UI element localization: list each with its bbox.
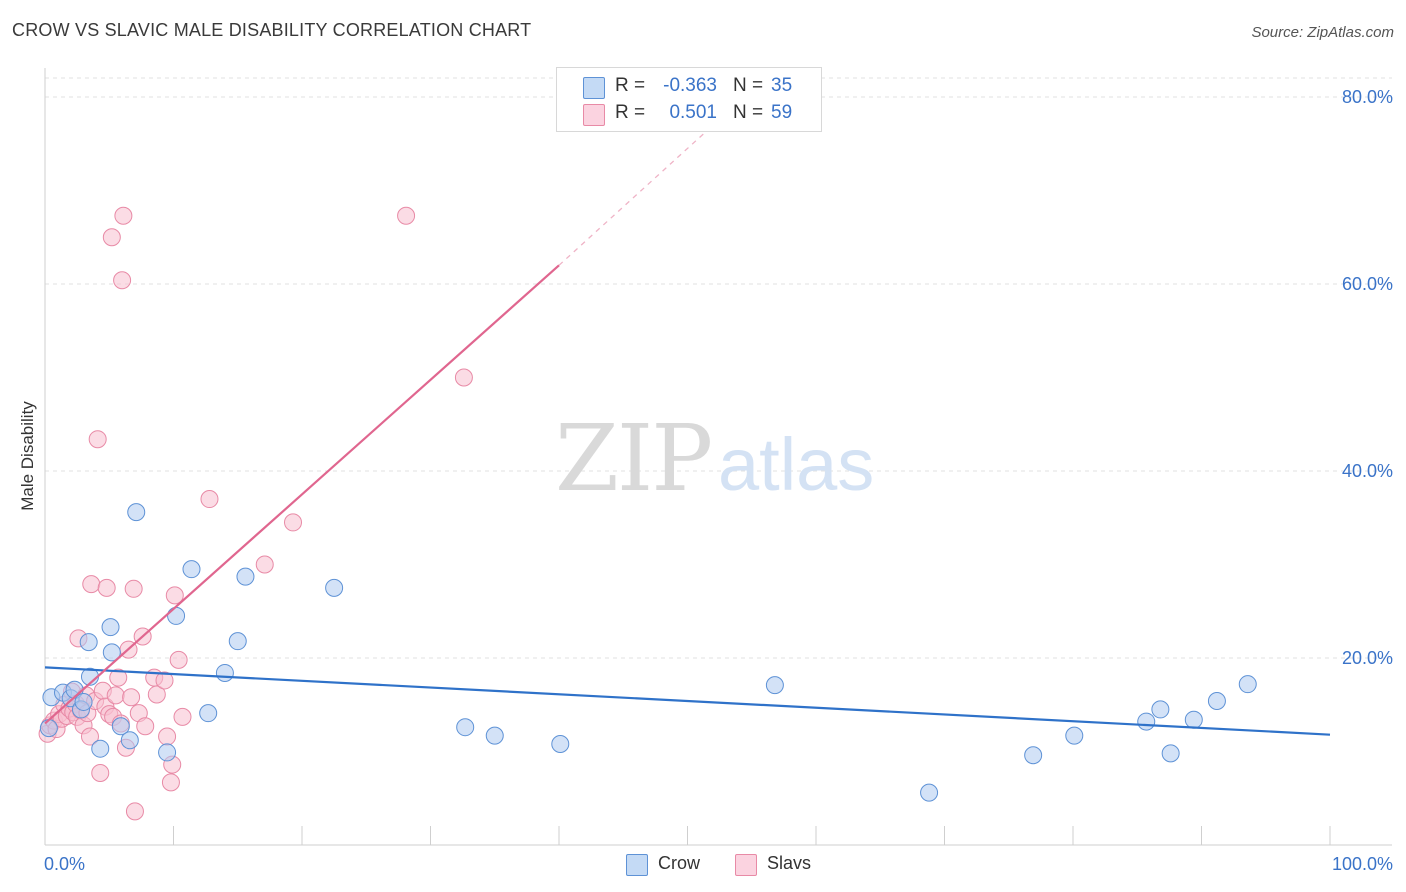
crow-point	[111, 717, 130, 736]
slavs-r-label: R =	[615, 102, 646, 123]
crow-r-label: R =	[615, 75, 646, 96]
x-tick-label-max: 100.0%	[1332, 854, 1393, 874]
crow-point	[1151, 700, 1170, 719]
crow-point	[39, 719, 58, 738]
slavs-legend-swatch	[735, 854, 757, 876]
axes	[44, 68, 1392, 846]
slavs-point	[454, 368, 473, 387]
slavs-point	[200, 490, 219, 509]
slavs-n-value: 59	[771, 102, 793, 123]
crow-point	[158, 743, 177, 762]
correlation-legend: R = -0.363 N = 35 R = 0.501 N = 59	[556, 67, 822, 132]
crow-points	[39, 503, 1257, 802]
slavs-point	[102, 228, 121, 247]
crow-point	[1184, 710, 1203, 729]
y-tick-label: 80.0%	[1342, 87, 1393, 107]
slavs-legend-label: Slavs	[767, 853, 812, 873]
crow-swatch	[583, 77, 605, 99]
crow-point	[1137, 712, 1156, 731]
slavs-points	[38, 206, 473, 821]
crow-point	[1207, 692, 1226, 711]
crow-point	[167, 606, 186, 625]
tick-labels: 20.0% 40.0% 60.0% 80.0% 0.0% 100.0%	[44, 87, 1393, 874]
slavs-point	[106, 686, 125, 705]
crow-point	[1161, 744, 1180, 763]
slavs-point	[82, 575, 101, 594]
slavs-n-label: N =	[733, 102, 764, 123]
trend-lines	[44, 124, 1331, 736]
slavs-point	[136, 717, 155, 736]
crow-point	[215, 663, 234, 682]
y-tick-label: 60.0%	[1342, 274, 1393, 294]
crow-legend-swatch	[626, 854, 648, 876]
watermark-zip: ZIP	[555, 405, 711, 512]
slavs-point	[147, 685, 166, 704]
chart-title: CROW VS SLAVIC MALE DISABILITY CORRELATI…	[12, 20, 532, 40]
crow-r-value: -0.363	[663, 75, 717, 96]
crow-point	[1238, 675, 1257, 694]
crow-point	[79, 633, 98, 652]
y-tick-label: 40.0%	[1342, 461, 1393, 481]
slavs-point	[161, 773, 180, 792]
crow-legend-label: Crow	[658, 853, 701, 873]
crow-point	[456, 718, 475, 737]
crow-point	[1024, 746, 1043, 765]
slavs-point	[255, 555, 274, 574]
crow-point	[101, 618, 120, 637]
crow-point	[120, 731, 139, 750]
slavs-point	[169, 650, 188, 669]
y-tick-label: 20.0%	[1342, 648, 1393, 668]
watermark-atlas: atlas	[718, 423, 874, 506]
slavs-swatch	[583, 104, 605, 126]
slavs-point	[97, 578, 116, 597]
crow-point	[182, 560, 201, 579]
slavs-point	[91, 764, 110, 783]
crow-point	[485, 726, 504, 745]
slavs-point	[80, 727, 99, 746]
crow-point	[91, 739, 110, 758]
crow-point	[765, 676, 784, 695]
crow-point	[1065, 726, 1084, 745]
crow-n-label: N =	[733, 75, 764, 96]
crow-point	[325, 578, 344, 597]
slavs-trend-line	[44, 264, 560, 725]
slavs-point	[88, 430, 107, 449]
crow-point	[74, 692, 93, 711]
crow-point	[102, 643, 121, 662]
slavs-point	[125, 802, 144, 821]
slavs-point	[155, 671, 174, 690]
crow-point	[127, 503, 146, 522]
slavs-trend-extrapolation	[558, 124, 714, 266]
slavs-point	[158, 727, 177, 746]
slavs-point	[284, 513, 303, 532]
slavs-point	[165, 586, 184, 605]
slavs-r-value: 0.501	[669, 102, 717, 123]
crow-point	[228, 632, 247, 651]
slavs-point	[113, 271, 132, 290]
source-label: Source: ZipAtlas.com	[1251, 24, 1394, 41]
slavs-point	[397, 206, 416, 225]
slavs-point	[122, 688, 141, 707]
watermark: ZIP atlas	[555, 405, 874, 512]
crow-trend-line	[44, 666, 1331, 736]
crow-point	[236, 567, 255, 586]
crow-point	[920, 783, 939, 802]
x-tick-label-min: 0.0%	[44, 854, 85, 874]
slavs-point	[114, 206, 133, 225]
crow-point	[551, 735, 570, 754]
crow-n-value: 35	[771, 75, 793, 96]
slavs-point	[109, 668, 128, 687]
slavs-point	[124, 579, 143, 598]
crow-point	[199, 704, 218, 723]
slavs-point	[173, 707, 192, 726]
